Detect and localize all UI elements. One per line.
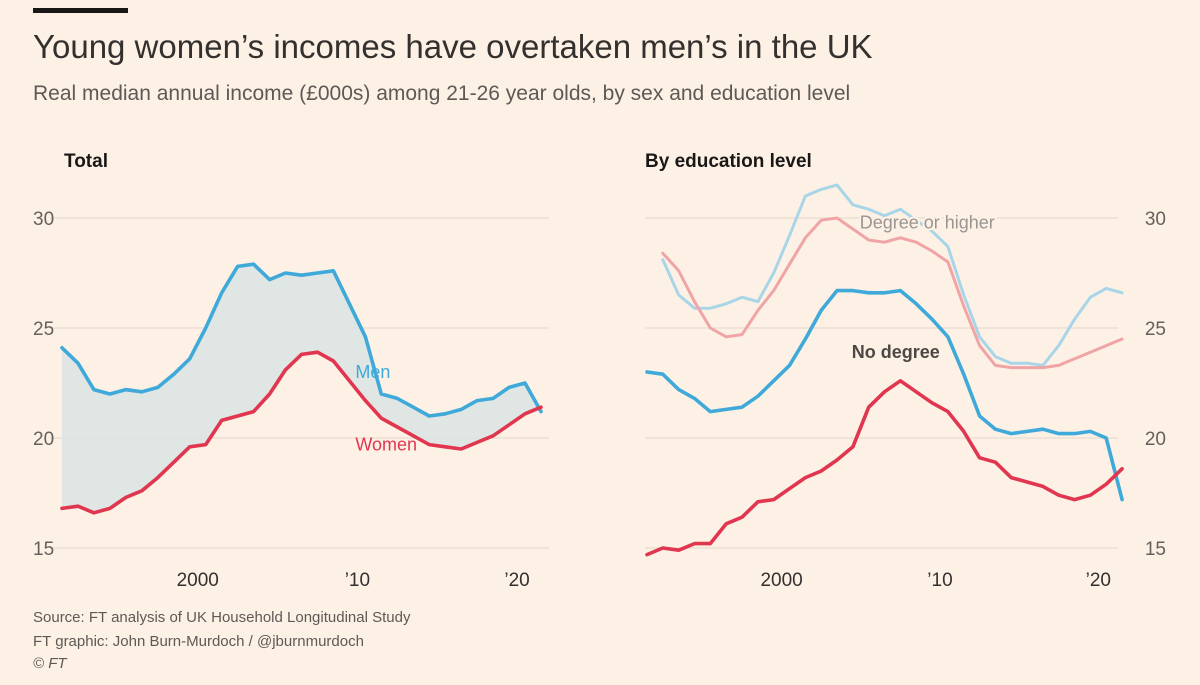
y-tick-labels-total: 15 20 25 30 xyxy=(33,209,54,560)
chart-title: Young women’s incomes have overtaken men… xyxy=(33,28,873,65)
series-label-no-degree: No degree xyxy=(852,342,940,362)
series-line-women xyxy=(60,350,543,515)
panel-title-education: By education level xyxy=(645,151,812,172)
total-y-tick-label-15: 15 xyxy=(33,539,54,560)
chart-subtitle: Real median annual income (£000s) among … xyxy=(33,82,851,105)
panel-total: Total 15 20 25 30 2000 ’10 ’20 Men Women xyxy=(33,151,549,591)
total-x-tick-label-1: ’10 xyxy=(345,570,370,591)
total-x-tick-label-2: ’20 xyxy=(504,570,529,591)
education-y-tick-label-15: 15 xyxy=(1145,539,1166,560)
education-x-tick-label-2: ’20 xyxy=(1086,570,1111,591)
footer-source: Source: FT analysis of UK Household Long… xyxy=(33,609,411,626)
footer-graphic-credit: FT graphic: John Burn-Murdoch / @jburnmu… xyxy=(33,633,364,650)
education-x-tick-label-0: 2000 xyxy=(760,570,802,591)
series-label-men: Men xyxy=(355,362,390,382)
series-line-men-degree xyxy=(661,183,1124,367)
series-line-women-degree xyxy=(661,216,1124,370)
footer-copyright: © FT xyxy=(33,655,67,672)
total-y-tick-label-20: 20 xyxy=(33,429,54,450)
total-y-tick-label-30: 30 xyxy=(33,209,54,230)
x-tick-labels-education: 2000 ’10 ’20 xyxy=(760,570,1111,591)
series-line-men-no-degree xyxy=(645,288,1124,502)
grid-education xyxy=(645,217,1118,549)
education-x-tick-label-1: ’10 xyxy=(927,570,952,591)
panel-education: By education level 15 20 25 30 2000 ’10 ’20 D… xyxy=(645,151,1166,591)
education-y-tick-label-25: 25 xyxy=(1145,319,1166,340)
series-label-degree-or-higher: Degree or higher xyxy=(860,212,995,232)
education-y-tick-label-30: 30 xyxy=(1145,209,1166,230)
ft-top-bar xyxy=(33,8,128,13)
gap-area-fill xyxy=(62,264,541,513)
series-line-men xyxy=(60,262,543,418)
series-label-women: Women xyxy=(355,435,417,455)
education-y-tick-label-20: 20 xyxy=(1145,429,1166,450)
total-x-tick-label-0: 2000 xyxy=(177,570,219,591)
panel-title-total: Total xyxy=(64,151,108,172)
x-tick-labels-total: 2000 ’10 ’20 xyxy=(177,570,530,591)
y-tick-labels-education: 15 20 25 30 xyxy=(1145,209,1166,560)
total-y-tick-label-25: 25 xyxy=(33,319,54,340)
series-line-women-no-degree xyxy=(645,379,1124,557)
